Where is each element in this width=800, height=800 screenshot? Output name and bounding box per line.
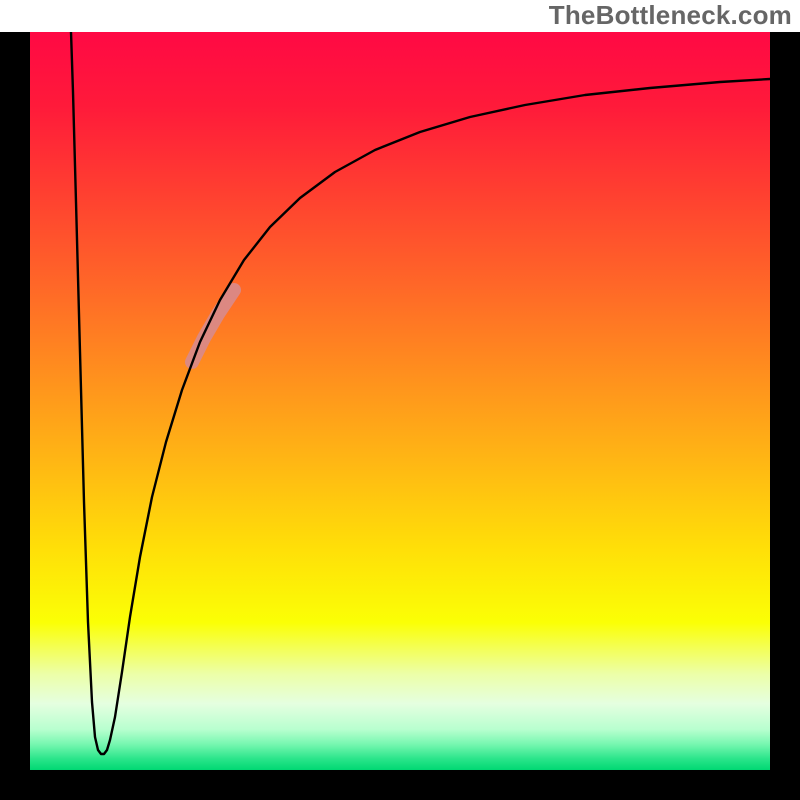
gradient-background	[30, 32, 770, 770]
plot-area	[30, 32, 770, 770]
watermark-text: TheBottleneck.com	[549, 0, 792, 31]
plot-frame	[0, 32, 800, 800]
plot-svg	[30, 32, 770, 770]
chart-container: TheBottleneck.com	[0, 0, 800, 800]
